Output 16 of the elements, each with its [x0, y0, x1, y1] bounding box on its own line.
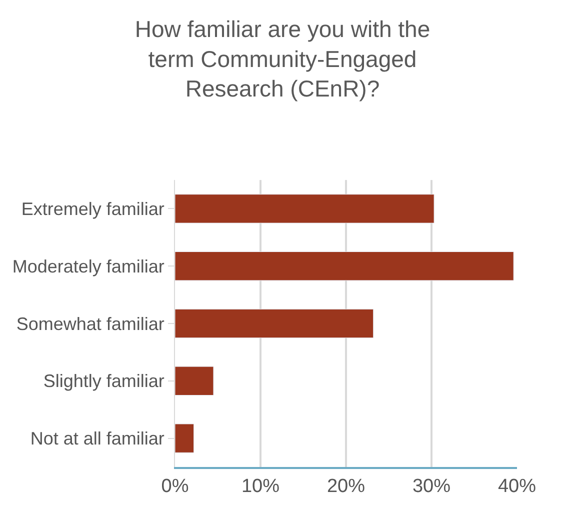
bar — [175, 252, 514, 281]
bar — [175, 308, 374, 338]
y-tick-label: Not at all familiar — [30, 428, 164, 449]
x-tick-label: 40% — [498, 476, 536, 497]
y-tick-label: Somewhat familiar — [16, 314, 164, 334]
bar — [175, 424, 194, 453]
y-tick-label: Slightly familiar — [43, 371, 164, 392]
x-tick-label: 10% — [241, 476, 280, 497]
x-tick-label: 30% — [412, 476, 451, 497]
chart-title: How familiar are you with the term Community-Engaged Research (CEnR)? — [134, 16, 430, 102]
x-tick-label: 0% — [161, 476, 189, 497]
bar — [175, 194, 434, 224]
y-tick-label: Moderately familiar — [12, 256, 164, 276]
y-tick-label: Extremely familiar — [21, 199, 164, 219]
x-tick-label: 20% — [326, 476, 366, 497]
bar — [175, 366, 214, 396]
